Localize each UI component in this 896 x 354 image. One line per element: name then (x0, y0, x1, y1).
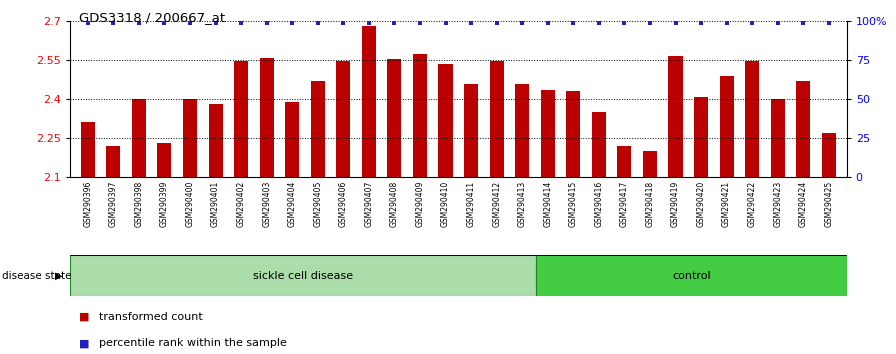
Bar (464, 84, 478, 177)
Text: GSM290407: GSM290407 (365, 181, 374, 227)
Text: GSM290398: GSM290398 (134, 181, 143, 227)
Text: GSM290425: GSM290425 (824, 181, 833, 227)
Bar (592, 112, 606, 177)
Text: GSM290405: GSM290405 (314, 181, 323, 227)
Bar (536, 255, 847, 296)
Bar (694, 97, 708, 177)
Bar (107, 146, 120, 177)
Text: control: control (672, 271, 711, 281)
Text: GSM290409: GSM290409 (416, 181, 425, 227)
Bar (311, 81, 324, 177)
Text: sickle cell disease: sickle cell disease (253, 271, 353, 281)
Bar (566, 91, 581, 177)
Text: GSM290403: GSM290403 (263, 181, 271, 227)
Text: GSM290414: GSM290414 (543, 181, 552, 227)
Text: GDS3318 / 200667_at: GDS3318 / 200667_at (79, 11, 225, 24)
Text: GSM290408: GSM290408 (390, 181, 399, 227)
Text: GSM290404: GSM290404 (288, 181, 297, 227)
Text: GSM290421: GSM290421 (722, 181, 731, 227)
Bar (336, 62, 350, 177)
Text: GSM290416: GSM290416 (594, 181, 603, 227)
Bar (70, 255, 536, 296)
Bar (489, 62, 504, 177)
Text: GSM290401: GSM290401 (211, 181, 220, 227)
Text: GSM290400: GSM290400 (185, 181, 194, 227)
Text: GSM290412: GSM290412 (492, 181, 501, 227)
Text: GSM290419: GSM290419 (671, 181, 680, 227)
Text: GSM290396: GSM290396 (83, 181, 92, 227)
Text: transformed count: transformed count (99, 312, 202, 322)
Bar (719, 76, 734, 177)
Text: GSM290399: GSM290399 (160, 181, 169, 227)
Bar (362, 27, 376, 177)
Text: GSM290410: GSM290410 (441, 181, 450, 227)
Text: GSM290417: GSM290417 (620, 181, 629, 227)
Text: GSM290397: GSM290397 (108, 181, 118, 227)
Bar (387, 59, 401, 177)
Bar (413, 54, 427, 177)
Bar (540, 90, 555, 177)
Bar (515, 84, 530, 177)
Text: GSM290424: GSM290424 (798, 181, 808, 227)
Text: GSM290423: GSM290423 (773, 181, 782, 227)
Bar (183, 99, 197, 177)
Bar (745, 62, 759, 177)
Text: ■: ■ (79, 312, 90, 322)
Bar (81, 122, 95, 177)
Bar (822, 133, 836, 177)
Bar (438, 64, 452, 177)
Bar (132, 99, 146, 177)
Text: GSM290418: GSM290418 (645, 181, 654, 227)
Bar (158, 143, 171, 177)
Bar (797, 81, 810, 177)
Text: ■: ■ (79, 338, 90, 348)
Bar (617, 146, 632, 177)
Bar (285, 102, 299, 177)
Text: GSM290413: GSM290413 (518, 181, 527, 227)
Text: GSM290415: GSM290415 (569, 181, 578, 227)
Text: disease state: disease state (2, 271, 72, 281)
Text: GSM290420: GSM290420 (696, 181, 705, 227)
Bar (643, 151, 657, 177)
Text: ▶: ▶ (56, 271, 63, 281)
Text: GSM290411: GSM290411 (467, 181, 476, 227)
Text: GSM290402: GSM290402 (237, 181, 246, 227)
Bar (260, 58, 273, 177)
Bar (771, 99, 785, 177)
Bar (209, 104, 222, 177)
Text: GSM290406: GSM290406 (339, 181, 348, 227)
Bar (668, 56, 683, 177)
Bar (234, 62, 248, 177)
Text: GSM290422: GSM290422 (747, 181, 756, 227)
Text: percentile rank within the sample: percentile rank within the sample (99, 338, 287, 348)
